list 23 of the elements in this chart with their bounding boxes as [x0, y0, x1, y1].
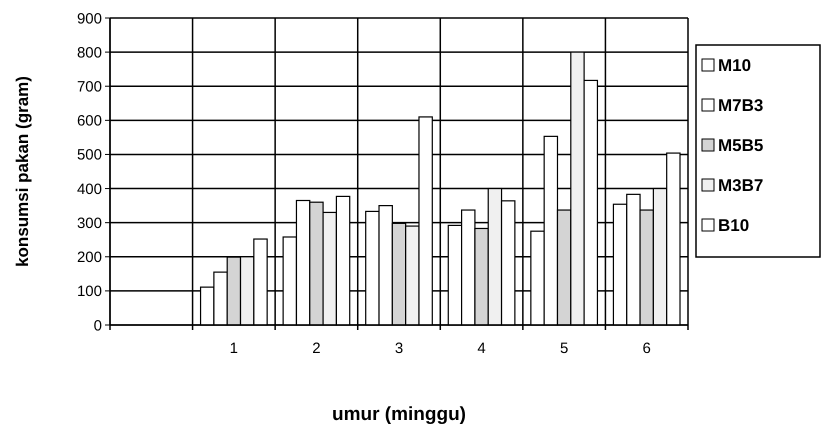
- legend-label: M5B5: [718, 136, 764, 155]
- x-tick-label: 4: [477, 340, 486, 357]
- y-tick-label: 0: [94, 317, 102, 334]
- x-tick-label: 2: [312, 340, 321, 357]
- legend-label: B10: [718, 216, 750, 235]
- legend-label: M10: [718, 56, 752, 75]
- y-tick-label: 100: [76, 283, 102, 300]
- legend-label: M7B3: [718, 96, 764, 115]
- legend-label: M3B7: [718, 176, 764, 195]
- y-tick-label: 700: [76, 78, 102, 96]
- y-tick-label: 300: [76, 214, 102, 232]
- y-tick-label: 200: [76, 249, 102, 266]
- x-tick-label: 5: [560, 340, 568, 357]
- x-axis-title: umur (minggu): [332, 404, 466, 425]
- y-tick-label: 600: [76, 112, 102, 130]
- y-tick-label: 900: [76, 10, 102, 28]
- x-tick-label: 1: [230, 340, 238, 357]
- y-tick-label: 400: [76, 180, 102, 198]
- y-tick-label: 800: [76, 44, 102, 62]
- x-tick-label: 6: [642, 340, 651, 357]
- y-axis-title: konsumsi pakan (gram): [13, 76, 32, 267]
- x-tick-label: 3: [394, 340, 404, 357]
- y-tick-label: 500: [76, 146, 102, 164]
